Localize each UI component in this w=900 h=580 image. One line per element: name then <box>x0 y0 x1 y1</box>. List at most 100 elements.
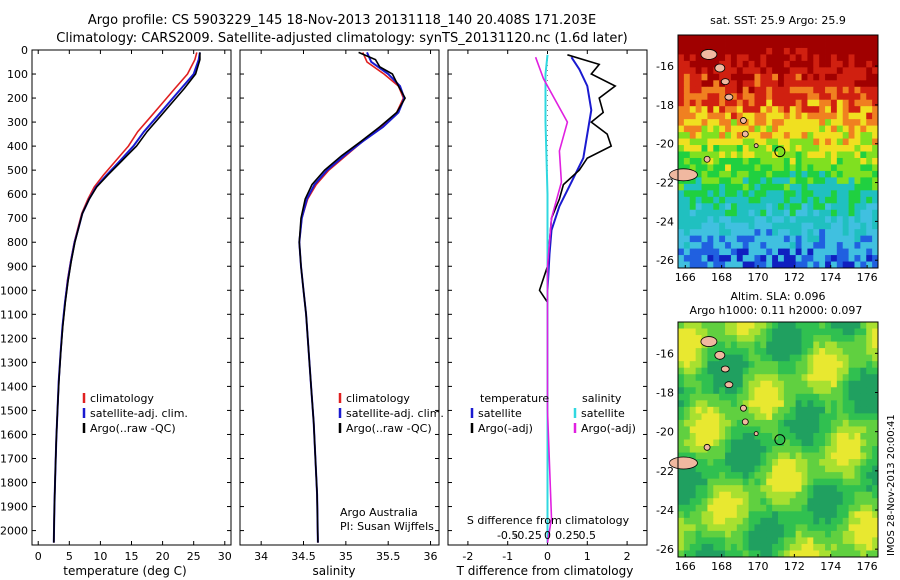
map-cell <box>754 106 761 114</box>
map-cell <box>807 222 814 230</box>
map-cell <box>748 472 755 480</box>
map-cell <box>695 478 702 486</box>
map-cell <box>766 125 773 133</box>
map-cell <box>825 235 832 243</box>
map-cell <box>801 511 808 519</box>
map-cell <box>836 439 844 447</box>
map-cell <box>730 504 738 512</box>
map-cell <box>754 524 761 532</box>
map-cell <box>695 99 702 107</box>
map-cell <box>866 348 873 356</box>
map-cell <box>707 138 714 146</box>
map-cell <box>701 125 708 133</box>
map-cell <box>819 511 826 519</box>
map-cell <box>813 145 820 152</box>
map-cell <box>830 125 838 133</box>
map-cell <box>736 504 744 512</box>
map-cell <box>742 138 749 146</box>
map-y-tick-label: -22 <box>656 465 674 478</box>
map-cell <box>801 380 808 388</box>
map-cell <box>836 145 844 152</box>
map-cell <box>766 54 773 62</box>
map-cell <box>730 537 738 545</box>
map-cell <box>730 216 738 224</box>
legend-label: satellite <box>581 407 625 420</box>
map-cell <box>789 229 797 237</box>
map-cell <box>795 216 802 224</box>
map-cell <box>807 216 814 224</box>
map-cell <box>842 459 849 467</box>
map-cell <box>836 432 844 440</box>
map-cell <box>866 380 873 388</box>
map-cell <box>842 35 849 42</box>
map-cell <box>683 164 691 172</box>
map-cell <box>772 511 779 519</box>
map-cell <box>801 374 808 382</box>
map-cell <box>730 164 738 172</box>
map-cell <box>854 406 861 414</box>
map-cell <box>825 335 832 342</box>
map-cell <box>736 367 744 375</box>
map-cell <box>736 170 744 178</box>
map-cell <box>725 374 732 382</box>
map-cell <box>783 248 791 256</box>
map-cell <box>842 60 849 68</box>
map-cell <box>713 235 720 243</box>
island <box>724 381 734 389</box>
map-cell <box>701 132 708 139</box>
map-cell <box>801 67 808 75</box>
map-cell <box>713 439 720 447</box>
map-cell <box>689 504 697 512</box>
map-cell <box>795 60 802 68</box>
map-cell <box>760 248 767 256</box>
map-cell <box>760 322 767 329</box>
map-cell <box>754 530 761 538</box>
map-cell <box>772 119 779 127</box>
map-cell <box>766 196 773 204</box>
map-cell <box>866 446 873 453</box>
map-cell <box>678 235 685 243</box>
map-cell <box>713 485 720 493</box>
map-cell <box>707 550 714 558</box>
map-cell <box>842 524 849 532</box>
map-cell <box>683 367 691 375</box>
map-cell <box>836 47 844 55</box>
map-cell <box>772 157 779 165</box>
map-cell <box>778 73 785 81</box>
x-tick-label: 1 <box>584 550 591 563</box>
map-cell <box>742 112 749 120</box>
map-cell <box>772 242 779 249</box>
map-cell <box>678 354 685 362</box>
map-cell <box>842 132 849 139</box>
map-cell <box>830 106 838 114</box>
map-cell <box>830 248 838 256</box>
map-cell <box>795 222 802 230</box>
map-cell <box>754 93 761 101</box>
map-cell <box>789 452 797 460</box>
map-cell <box>860 380 867 388</box>
map-cell <box>830 413 838 421</box>
map-cell <box>872 491 879 499</box>
map-cell <box>719 328 726 336</box>
map-cell <box>795 348 802 356</box>
map-cell <box>707 517 714 525</box>
map-cell <box>725 413 732 421</box>
map-cell <box>819 537 826 545</box>
map-cell <box>795 151 802 159</box>
map-cell <box>736 452 744 460</box>
map-cell <box>719 35 726 42</box>
map-cell <box>848 60 855 68</box>
map-cell <box>713 452 720 460</box>
map-cell <box>707 119 714 127</box>
legend-label: Argo(-adj) <box>478 422 533 435</box>
map-cell <box>783 452 791 460</box>
map-cell <box>695 41 702 49</box>
map-cell <box>836 138 844 146</box>
map-cell <box>713 222 720 230</box>
map-cell <box>848 550 855 558</box>
map-cell <box>748 157 755 165</box>
map-cell <box>772 419 779 427</box>
map-cell <box>754 183 761 191</box>
map-cell <box>678 125 685 133</box>
map-cell <box>807 537 814 545</box>
